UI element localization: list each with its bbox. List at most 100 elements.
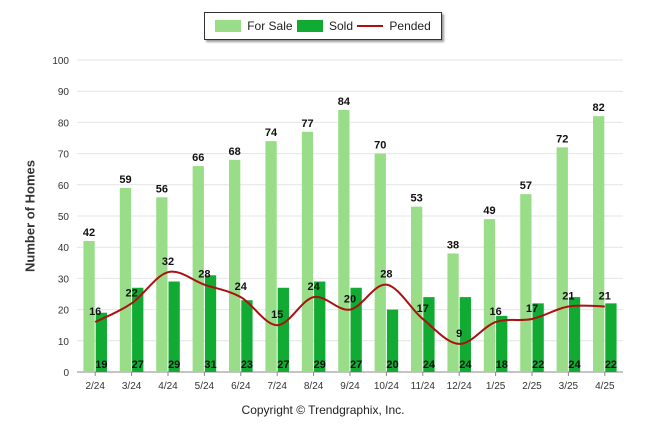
x-tick-label: 7/24 bbox=[267, 381, 287, 392]
data-label-for-sale: 59 bbox=[119, 174, 131, 186]
data-label-for-sale: 49 bbox=[483, 205, 495, 217]
legend: For Sale Sold Pended bbox=[204, 12, 442, 40]
legend-label-sold: Sold bbox=[328, 19, 353, 33]
data-label-sold: 18 bbox=[496, 359, 508, 371]
data-label-for-sale: 42 bbox=[83, 227, 95, 239]
bar-for-sale bbox=[593, 116, 605, 372]
line-pended bbox=[94, 270, 605, 345]
data-label-for-sale: 70 bbox=[374, 140, 386, 152]
y-tick-label: 50 bbox=[58, 212, 70, 223]
data-label-pended: 22 bbox=[125, 287, 137, 299]
bar-sold bbox=[241, 300, 253, 372]
legend-item-pended[interactable]: Pended bbox=[357, 19, 431, 33]
data-label-pended: 28 bbox=[380, 269, 392, 281]
data-label-sold: 24 bbox=[423, 359, 436, 371]
bar-sold bbox=[386, 309, 399, 372]
bar-sold bbox=[204, 275, 217, 372]
data-label-for-sale: 68 bbox=[229, 146, 241, 158]
x-tick-label: 1/25 bbox=[486, 381, 506, 392]
bar-for-sale bbox=[83, 240, 95, 372]
x-tick-label: 6/24 bbox=[231, 381, 251, 392]
y-tick-label: 10 bbox=[58, 337, 70, 348]
data-label-sold: 22 bbox=[532, 359, 544, 371]
x-tick-label: 10/24 bbox=[374, 381, 399, 392]
data-label-for-sale: 84 bbox=[338, 96, 351, 108]
data-label-sold: 29 bbox=[168, 359, 180, 371]
data-label-for-sale: 82 bbox=[593, 102, 605, 114]
data-label-sold: 22 bbox=[605, 359, 617, 371]
legend-item-sold[interactable]: Sold bbox=[296, 19, 353, 33]
bar-sold bbox=[568, 297, 581, 372]
bar-for-sale bbox=[229, 159, 241, 372]
data-label-pended: 17 bbox=[526, 303, 538, 315]
bar-sold bbox=[350, 287, 362, 372]
data-label-for-sale: 56 bbox=[156, 183, 168, 195]
bar-for-sale bbox=[338, 109, 350, 373]
y-tick-label: 30 bbox=[58, 274, 70, 285]
data-label-sold: 24 bbox=[568, 359, 581, 371]
bar-sold bbox=[314, 281, 326, 372]
bar-sold bbox=[459, 297, 471, 372]
data-label-for-sale: 74 bbox=[265, 127, 278, 139]
data-label-pended: 32 bbox=[162, 256, 174, 268]
data-label-pended: 16 bbox=[89, 306, 101, 318]
bar-for-sale bbox=[411, 206, 423, 372]
data-label-pended: 24 bbox=[307, 281, 320, 293]
y-tick-label: 80 bbox=[58, 118, 70, 129]
x-tick-label: 11/24 bbox=[411, 381, 436, 392]
bar-for-sale bbox=[556, 147, 568, 372]
data-label-sold: 27 bbox=[277, 359, 289, 371]
bar-for-sale bbox=[374, 153, 386, 372]
legend-label-pended: Pended bbox=[389, 19, 431, 33]
x-tick-label: 2/24 bbox=[85, 381, 105, 392]
data-label-sold: 31 bbox=[204, 359, 216, 371]
data-label-pended: 17 bbox=[417, 303, 429, 315]
data-label-for-sale: 53 bbox=[411, 193, 423, 205]
legend-swatch-for-sale bbox=[215, 20, 242, 32]
data-label-for-sale: 66 bbox=[192, 152, 204, 164]
data-label-for-sale: 72 bbox=[556, 133, 568, 145]
data-label-for-sale: 57 bbox=[520, 180, 532, 192]
bar-for-sale bbox=[192, 166, 204, 372]
y-tick-label: 0 bbox=[63, 368, 69, 379]
y-tick-label: 70 bbox=[58, 150, 70, 161]
bar-sold bbox=[132, 287, 144, 372]
copyright: Copyright © Trendgraphix, Inc. bbox=[241, 403, 405, 417]
x-tick-label: 12/24 bbox=[447, 381, 472, 392]
data-label-sold: 23 bbox=[241, 359, 253, 371]
data-label-pended: 24 bbox=[235, 281, 248, 293]
bar-for-sale bbox=[520, 194, 532, 372]
bar-sold bbox=[277, 287, 289, 372]
bar-for-sale bbox=[301, 131, 314, 372]
data-label-sold: 19 bbox=[95, 359, 107, 371]
bar-for-sale bbox=[156, 197, 168, 372]
y-tick-label: 20 bbox=[58, 306, 70, 317]
data-label-for-sale: 38 bbox=[447, 239, 459, 251]
bar-sold bbox=[423, 297, 435, 372]
data-label-sold: 27 bbox=[132, 359, 144, 371]
data-label-sold: 27 bbox=[350, 359, 362, 371]
data-label-sold: 24 bbox=[459, 359, 472, 371]
y-tick-label: 60 bbox=[58, 181, 70, 192]
bar-for-sale bbox=[119, 187, 132, 372]
x-tick-label: 2/25 bbox=[522, 381, 542, 392]
bar-for-sale bbox=[447, 253, 459, 372]
x-tick-label: 3/24 bbox=[122, 381, 142, 392]
y-tick-label: 90 bbox=[58, 87, 70, 98]
x-tick-label: 5/24 bbox=[195, 381, 215, 392]
bar-sold bbox=[532, 303, 544, 372]
data-label-sold: 20 bbox=[386, 359, 398, 371]
x-tick-label: 3/25 bbox=[559, 381, 579, 392]
legend-item-for-sale[interactable]: For Sale bbox=[215, 19, 293, 33]
legend-swatch-sold bbox=[296, 20, 323, 32]
data-label-pended: 20 bbox=[344, 294, 356, 306]
y-tick-label: 100 bbox=[52, 56, 69, 67]
data-label-pended: 21 bbox=[599, 290, 611, 302]
bar-sold bbox=[605, 303, 617, 372]
bar-for-sale bbox=[265, 141, 277, 372]
x-tick-label: 4/25 bbox=[595, 381, 615, 392]
data-label-pended: 16 bbox=[489, 306, 501, 318]
x-tick-label: 8/24 bbox=[304, 381, 324, 392]
y-tick-label: 40 bbox=[58, 243, 70, 254]
